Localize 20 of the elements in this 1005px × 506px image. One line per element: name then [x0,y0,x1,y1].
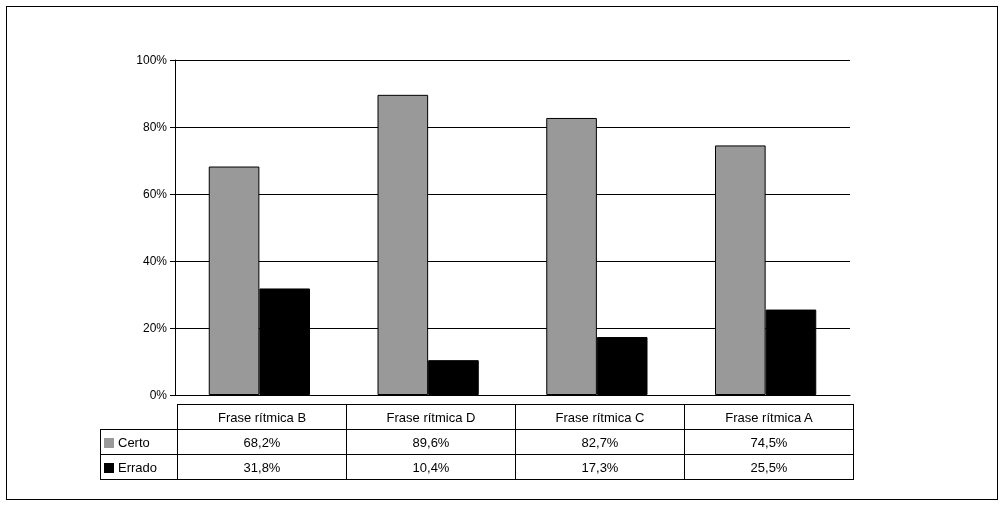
y-tick-label: 0% [149,388,168,402]
x-tick-label: Frase rítmica B [177,404,347,430]
data-label: 82,7% [515,429,685,455]
data-label: 17,3% [515,454,685,480]
legend-label: Certo [100,429,178,455]
data-label: 31,8% [177,454,347,480]
y-tick-label: 40% [142,254,168,268]
data-label: 74,5% [684,429,854,455]
x-tick-label: Frase rítmica C [515,404,685,430]
x-tick-label: Frase rítmica D [346,404,516,430]
legend-label: Errado [100,454,178,480]
y-tick-label: 100% [136,53,168,67]
y-tick-label: 80% [142,120,168,134]
y-tick-label: 20% [142,321,168,335]
data-label: 10,4% [346,454,516,480]
x-tick-label: Frase rítmica A [684,404,854,430]
y-tick-label: 60% [142,187,168,201]
data-label: 68,2% [177,429,347,455]
data-label: 89,6% [346,429,516,455]
data-label: 25,5% [684,454,854,480]
